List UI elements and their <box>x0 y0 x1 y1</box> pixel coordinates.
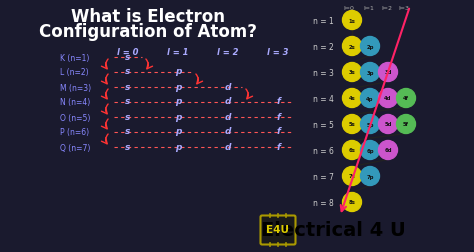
Text: 1s: 1s <box>348 18 356 23</box>
Text: n = 2: n = 2 <box>313 42 334 51</box>
Text: N (n=4): N (n=4) <box>60 98 90 107</box>
Text: 2s: 2s <box>348 44 356 49</box>
Circle shape <box>361 167 380 186</box>
Circle shape <box>343 141 362 160</box>
Text: L (n=2): L (n=2) <box>60 68 89 77</box>
Text: p: p <box>175 97 181 106</box>
Text: 6d: 6d <box>384 148 392 153</box>
Text: K (n=1): K (n=1) <box>60 53 90 62</box>
Circle shape <box>379 63 398 82</box>
Circle shape <box>343 37 362 56</box>
Circle shape <box>361 141 380 160</box>
Circle shape <box>379 89 398 108</box>
Text: l = 1: l = 1 <box>167 48 189 57</box>
Text: s: s <box>125 67 131 76</box>
Text: 7s: 7s <box>348 174 356 179</box>
Circle shape <box>361 63 380 82</box>
Text: f: f <box>276 97 280 106</box>
Circle shape <box>361 89 380 108</box>
Text: f: f <box>276 112 280 121</box>
Text: n = 3: n = 3 <box>313 68 334 77</box>
Text: d: d <box>225 142 231 151</box>
Text: 3d: 3d <box>384 70 392 75</box>
Text: Configuration of Atom?: Configuration of Atom? <box>39 23 257 41</box>
Text: 7p: 7p <box>366 174 374 179</box>
Text: d: d <box>225 127 231 136</box>
Text: 6p: 6p <box>366 148 374 153</box>
Text: d: d <box>225 112 231 121</box>
Text: l = 2: l = 2 <box>217 48 239 57</box>
Circle shape <box>361 37 380 56</box>
Text: 6s: 6s <box>348 148 356 153</box>
Circle shape <box>343 167 362 186</box>
Text: M (n=3): M (n=3) <box>60 83 91 92</box>
Text: p: p <box>175 142 181 151</box>
Text: l=3: l=3 <box>399 6 410 11</box>
Text: s: s <box>125 97 131 106</box>
Text: 4d: 4d <box>384 96 392 101</box>
Text: n = 8: n = 8 <box>313 198 334 207</box>
Text: P (n=6): P (n=6) <box>60 128 89 137</box>
Text: n = 7: n = 7 <box>313 172 334 181</box>
Circle shape <box>396 89 416 108</box>
Text: s: s <box>125 112 131 121</box>
Text: 3s: 3s <box>348 70 356 75</box>
Text: 8s: 8s <box>348 200 356 205</box>
Text: l=1: l=1 <box>364 6 374 11</box>
Text: 2p: 2p <box>366 44 374 49</box>
Text: p: p <box>175 82 181 91</box>
Text: n = 6: n = 6 <box>313 146 334 155</box>
Circle shape <box>343 193 362 212</box>
Text: 5f: 5f <box>403 122 409 127</box>
Text: l=2: l=2 <box>382 6 392 11</box>
Circle shape <box>379 115 398 134</box>
Text: s: s <box>125 142 131 151</box>
Text: n = 5: n = 5 <box>313 120 334 129</box>
Text: l=0: l=0 <box>344 6 355 11</box>
Text: 4f: 4f <box>403 96 409 101</box>
Text: p: p <box>175 127 181 136</box>
Text: What is Electron: What is Electron <box>71 8 225 26</box>
Text: f: f <box>276 127 280 136</box>
Text: d: d <box>225 82 231 91</box>
Text: 5s: 5s <box>348 122 356 127</box>
Text: p: p <box>175 67 181 76</box>
Text: Electrical 4 U: Electrical 4 U <box>261 220 405 240</box>
Text: 5d: 5d <box>384 122 392 127</box>
Text: 5p: 5p <box>366 122 374 127</box>
Text: n = 1: n = 1 <box>313 16 334 25</box>
Circle shape <box>343 63 362 82</box>
Circle shape <box>343 11 362 30</box>
Text: O (n=5): O (n=5) <box>60 113 91 122</box>
Text: s: s <box>125 82 131 91</box>
FancyBboxPatch shape <box>261 216 295 244</box>
Text: f: f <box>276 142 280 151</box>
Text: n = 4: n = 4 <box>313 94 334 103</box>
Text: l = 3: l = 3 <box>267 48 289 57</box>
Text: l = 0: l = 0 <box>117 48 139 57</box>
Text: p: p <box>175 112 181 121</box>
Circle shape <box>379 141 398 160</box>
Circle shape <box>343 115 362 134</box>
Circle shape <box>343 89 362 108</box>
Text: s: s <box>125 52 131 61</box>
Text: Q (n=7): Q (n=7) <box>60 143 91 152</box>
Text: s: s <box>125 127 131 136</box>
Text: 4s: 4s <box>348 96 356 101</box>
Text: 4p: 4p <box>366 96 374 101</box>
Text: d: d <box>225 97 231 106</box>
Circle shape <box>361 115 380 134</box>
Text: E4U: E4U <box>266 224 290 234</box>
Text: 3p: 3p <box>366 70 374 75</box>
Circle shape <box>396 115 416 134</box>
